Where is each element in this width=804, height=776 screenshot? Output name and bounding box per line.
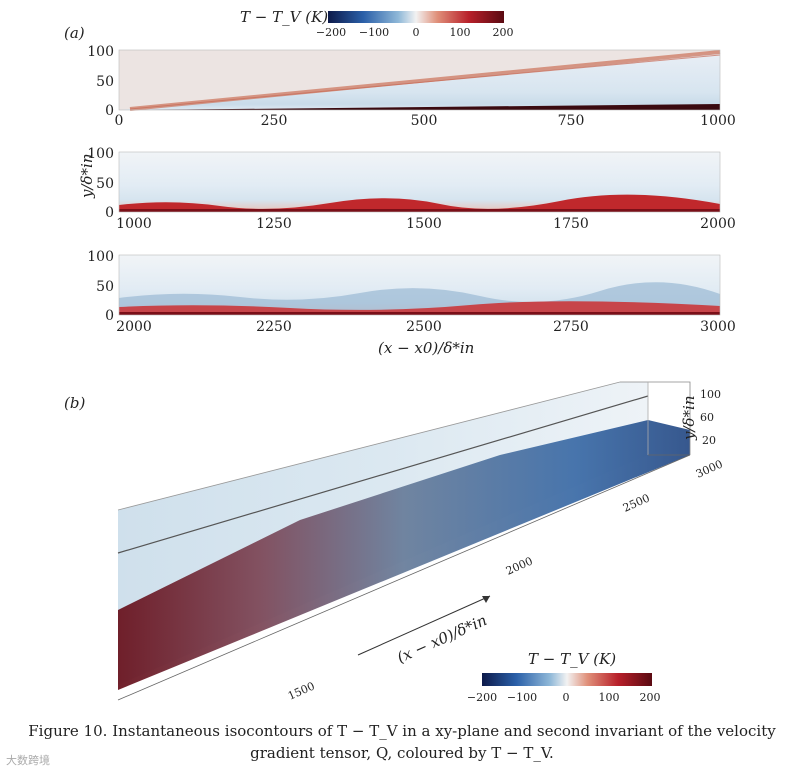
colorbar-b-tick: 0 — [563, 691, 570, 704]
figure-caption: Figure 10. Instantaneous isocontours of … — [6, 720, 798, 764]
colorbar-b-tick: 100 — [599, 691, 620, 704]
x-tick: 2750 — [553, 319, 589, 335]
x-tick: 2000 — [116, 319, 152, 335]
colorbar-a-tick: 0 — [413, 26, 420, 39]
y-tick: 0 — [105, 103, 114, 119]
x-tick: 1250 — [256, 216, 292, 232]
colorbar-b-gradient — [482, 673, 652, 686]
colorbar-a-tick: 200 — [493, 26, 514, 39]
panel-a-colorbar: T − T_V (K) −200 −100 0 100 200 — [240, 8, 514, 39]
x-tick: 3000 — [694, 457, 725, 480]
y-tick: 50 — [96, 74, 114, 90]
panel-a-xlabel: (x − x0)/δ*in — [378, 339, 474, 357]
y-tick: 100 — [87, 249, 114, 265]
x-tick: 2000 — [700, 216, 736, 232]
x-tick: 250 — [261, 113, 288, 129]
panel-a-ylabel: y/δ*in — [78, 153, 96, 199]
x-tick: 750 — [558, 113, 585, 129]
row-2-hot-layer — [119, 194, 720, 212]
panel-b-axis-label: (x − x0)/δ*in — [394, 611, 489, 667]
panel-a-label: (a) — [64, 24, 85, 42]
x-tick: 3000 — [700, 319, 736, 335]
x-tick: 1000 — [116, 216, 152, 232]
colorbar-a-tick: −100 — [359, 26, 389, 39]
y-tick: 0 — [105, 205, 114, 221]
panel-b-label: (b) — [64, 394, 85, 412]
panel-b-3d-box — [117, 381, 691, 701]
x-tick: 0 — [115, 113, 124, 129]
box-edge-line — [117, 395, 649, 554]
y-tick: 100 — [87, 44, 114, 60]
watermark: 大数跨境 — [6, 754, 50, 767]
colorbar-a-tick: −200 — [316, 26, 346, 39]
x-tick: 2000 — [504, 554, 535, 577]
y-tick: 100 — [87, 146, 114, 162]
y-tick: 20 — [702, 434, 716, 447]
x-tick: 1500 — [286, 679, 317, 702]
x-tick: 1000 — [700, 113, 736, 129]
panel-a-row-2: 100 50 0 1000 1250 1500 1750 2000 — [87, 146, 736, 232]
x-tick: 2500 — [621, 491, 652, 514]
panel-a-row-3: 100 50 0 2000 2250 2500 2750 3000 — [87, 249, 736, 335]
row-3-hot-layer — [119, 301, 720, 315]
x-tick: 2250 — [256, 319, 292, 335]
vortex-structures — [118, 420, 690, 690]
caption-text: Instantaneous isocontours of T − T_V in … — [112, 722, 776, 762]
x-tick: 2500 — [406, 319, 442, 335]
colorbar-a-gradient — [328, 11, 504, 23]
box-bottom-edge — [117, 454, 691, 701]
y-tick: 50 — [96, 176, 114, 192]
colorbar-b-tick: −100 — [507, 691, 537, 704]
colorbar-b-tick: −200 — [467, 691, 497, 704]
x-tick: 500 — [411, 113, 438, 129]
x-tick: 1500 — [406, 216, 442, 232]
caption-figure-number: Figure 10. — [28, 722, 108, 740]
colorbar-b-tick: 200 — [640, 691, 661, 704]
x-axis-arrow — [357, 595, 491, 656]
x-tick: 1750 — [553, 216, 589, 232]
colorbar-a-tick: 100 — [450, 26, 471, 39]
panel-b-colorbar: T − T_V (K) −200 −100 0 100 200 — [467, 650, 661, 704]
y-tick: 50 — [96, 279, 114, 295]
colorbar-a-title: T − T_V (K) — [240, 8, 328, 26]
panel-b-ylabel: y/δ*in — [680, 395, 698, 441]
row-1-wall-layer — [140, 104, 720, 110]
y-tick: 100 — [700, 388, 721, 401]
y-tick: 60 — [700, 411, 714, 424]
panel-a-row-1: 100 50 0 0 250 500 750 1000 — [87, 44, 736, 129]
y-tick: 0 — [105, 308, 114, 324]
colorbar-b-title: T − T_V (K) — [528, 650, 616, 668]
